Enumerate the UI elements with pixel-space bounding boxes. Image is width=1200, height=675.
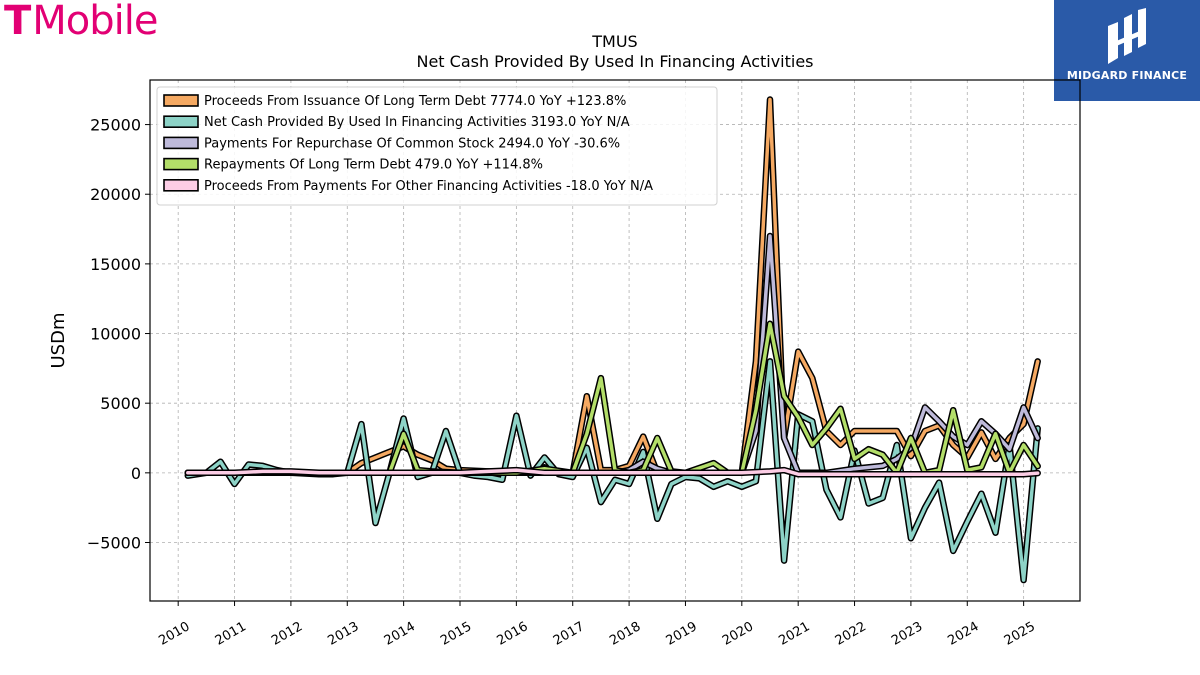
y-tick-label: 0 [131,464,141,483]
legend-swatch [163,115,199,128]
midgard-monogram-icon [1108,8,1146,64]
y-tick-label: −5000 [87,533,141,552]
legend-label: Payments For Repurchase Of Common Stock … [204,136,620,151]
x-tick-label: 2022 [833,619,869,649]
x-tick-label: 2015 [438,619,474,649]
legend-label: Proceeds From Payments For Other Financi… [204,179,653,194]
x-tick-label: 2013 [325,619,361,649]
legend-box [156,86,718,206]
x-tick-label: 2021 [776,619,812,649]
legend-swatch [163,94,199,107]
chart-subtitle: Net Cash Provided By Used In Financing A… [416,52,814,71]
tmobile-t-mark: T [4,0,31,44]
y-tick-label: 15000 [90,255,141,274]
legend: Proceeds From Issuance Of Long Term Debt… [156,86,718,206]
y-tick-label: 20000 [90,185,141,204]
legend-swatch [163,179,199,192]
series-layer [184,96,1041,584]
x-tick-label: 2012 [269,619,305,649]
x-tick-label: 2024 [945,619,981,649]
chart-title: TMUS [592,32,638,51]
midgard-finance-name: MIDGARD FINANCE [1066,69,1188,82]
x-tick-label: 2018 [607,619,643,649]
y-tick-label: 25000 [90,116,141,135]
tmobile-logo: TMobile [4,0,159,44]
legend-label: Repayments Of Long Term Debt 479.0 YoY +… [204,158,543,173]
y-tick-label: 10000 [90,325,141,344]
x-tick-label: 2020 [720,619,756,649]
x-tick-label: 2025 [1002,619,1038,649]
legend-label: Proceeds From Issuance Of Long Term Debt… [204,94,626,109]
legend-swatch [163,136,199,150]
x-tick-label: 2014 [382,619,418,649]
plot-frame [149,79,1081,602]
x-tick-label: 2010 [156,619,192,649]
tmobile-wordmark: Mobile [32,0,158,44]
x-tick-label: 2023 [889,619,925,649]
x-tick-label: 2011 [213,619,249,649]
y-tick-label: 5000 [100,394,141,413]
x-tick-label: 2019 [664,619,700,649]
x-tick-label: 2016 [495,619,531,649]
y-axis-label: USDm [48,313,69,369]
legend-swatch [163,157,199,171]
midgard-finance-logo: MIDGARD FINANCE [1054,0,1200,101]
legend-label: Net Cash Provided By Used In Financing A… [204,115,630,130]
series-4-line [186,468,1040,476]
x-tick-label: 2017 [551,619,587,649]
